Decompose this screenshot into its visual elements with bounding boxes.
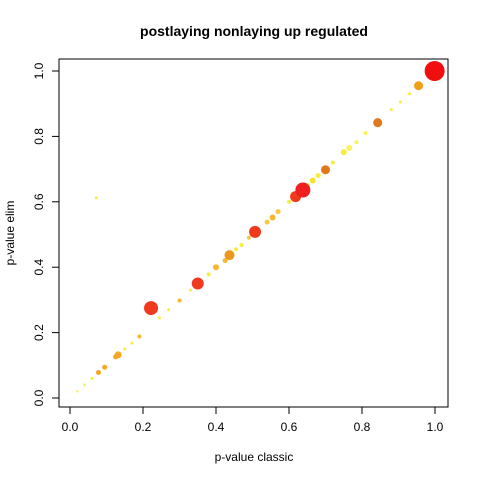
- data-point: [287, 199, 291, 204]
- data-point: [157, 316, 161, 320]
- x-tick-label: 0.2: [135, 420, 152, 434]
- data-point: [424, 61, 445, 81]
- data-point: [224, 250, 235, 261]
- data-point: [321, 165, 330, 175]
- data-point: [76, 390, 79, 393]
- data-point: [309, 177, 316, 184]
- data-point: [114, 351, 122, 359]
- data-point: [95, 369, 101, 375]
- data-point: [389, 108, 393, 112]
- data-point: [407, 92, 411, 96]
- y-tick-label: 0.8: [32, 128, 46, 145]
- x-axis: 0.0 0.2 0.4 0.6 0.8 1.0: [62, 406, 444, 434]
- y-axis-label: p-value elim: [3, 201, 17, 266]
- x-tick-label: 0.0: [62, 420, 79, 434]
- data-point: [167, 308, 171, 312]
- data-point: [130, 341, 134, 345]
- data-point: [340, 149, 347, 156]
- y-tick-label: 0.6: [32, 193, 46, 210]
- x-tick-label: 0.6: [281, 420, 298, 434]
- data-point: [191, 277, 204, 290]
- data-point: [123, 347, 127, 351]
- data-point: [137, 334, 142, 339]
- data-point: [373, 118, 383, 128]
- data-point: [144, 301, 159, 316]
- data-point: [213, 264, 219, 271]
- data-point: [90, 376, 94, 380]
- data-point: [206, 272, 211, 277]
- data-point: [363, 131, 368, 136]
- data-point: [346, 144, 353, 151]
- y-tick-label: 0.4: [32, 259, 46, 276]
- y-tick-label: 0.2: [32, 324, 46, 341]
- data-point: [188, 288, 192, 292]
- x-axis-label: p-value classic: [215, 450, 294, 464]
- y-tick-label: 0.0: [32, 389, 46, 406]
- data-point: [177, 298, 182, 303]
- data-point: [234, 247, 239, 252]
- y-tick-label: 1.0: [32, 62, 46, 79]
- data-point: [295, 182, 311, 198]
- data-point: [83, 383, 87, 387]
- x-tick-label: 0.8: [354, 420, 371, 434]
- data-point: [330, 160, 335, 165]
- x-tick-label: 1.0: [427, 420, 444, 434]
- data-point: [246, 235, 251, 240]
- data-point: [249, 225, 262, 238]
- data-point: [315, 173, 321, 179]
- data-point: [264, 219, 270, 225]
- data-point: [102, 364, 108, 370]
- x-tick-label: 0.4: [208, 420, 225, 434]
- data-point: [414, 81, 424, 91]
- data-point: [239, 242, 244, 247]
- data-point: [354, 140, 359, 145]
- data-point: [222, 258, 228, 264]
- data-point: [398, 100, 402, 104]
- data-points: [76, 61, 445, 393]
- chart-title: postlaying nonlaying up regulated: [140, 23, 368, 39]
- data-point: [269, 214, 276, 221]
- data-point: [94, 196, 98, 200]
- y-axis: 0.0 0.2 0.4 0.6 0.8 1.0: [32, 62, 60, 406]
- data-point: [275, 209, 281, 215]
